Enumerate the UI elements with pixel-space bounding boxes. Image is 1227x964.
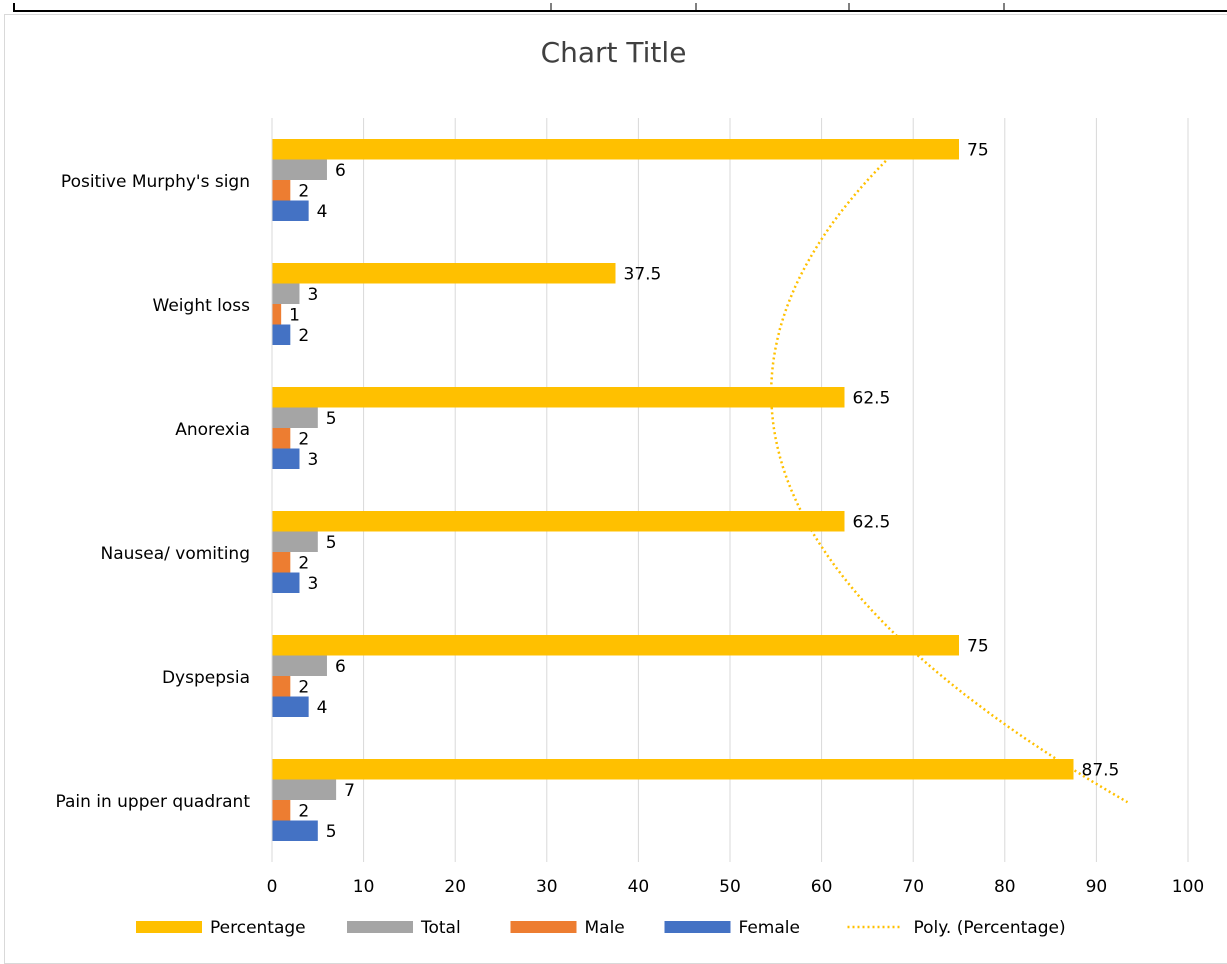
chart-title: Chart Title [540, 36, 687, 69]
trendline-poly-percentage [769, 156, 1129, 804]
x-tick-label-60: 60 [811, 877, 833, 897]
bar-female-3 [272, 572, 300, 593]
x-tick-label-30: 30 [536, 877, 558, 897]
data-label-total-5: 7 [344, 781, 355, 801]
category-label-1: Weight loss [153, 296, 251, 316]
x-tick-label-100: 100 [1172, 877, 1204, 897]
bar-percentage-2 [272, 387, 845, 408]
data-label-percentage-5: 87.5 [1082, 760, 1120, 780]
data-label-percentage-3: 62.5 [853, 512, 891, 532]
bar-percentage-5 [272, 759, 1074, 780]
x-tick-label-90: 90 [1086, 877, 1108, 897]
table-border-lines [13, 3, 1227, 12]
data-label-female-4: 4 [317, 698, 328, 718]
data-label-total-4: 6 [335, 657, 346, 677]
legend-label-percentage: Percentage [210, 918, 306, 938]
bar-female-1 [272, 324, 291, 345]
legend-label-female: Female [739, 918, 800, 938]
data-label-male-1: 1 [289, 305, 300, 325]
category-label-0: Positive Murphy's sign [61, 172, 250, 192]
data-label-percentage-1: 37.5 [624, 264, 662, 284]
bar-total-4 [272, 655, 327, 676]
bar-female-5 [272, 820, 318, 841]
category-label-5: Pain in upper quadrant [55, 792, 250, 812]
category-label-2: Anorexia [175, 420, 250, 440]
bar-total-5 [272, 779, 337, 800]
data-label-female-0: 4 [317, 202, 328, 222]
data-label-total-1: 3 [307, 285, 318, 305]
x-tick-label-80: 80 [994, 877, 1016, 897]
legend-label-male: Male [585, 918, 625, 938]
bar-male-1 [272, 304, 282, 325]
bar-male-3 [272, 552, 291, 573]
bar-female-4 [272, 696, 309, 717]
data-label-female-3: 3 [307, 574, 318, 594]
legend-swatch-percentage [136, 921, 202, 933]
data-label-female-2: 3 [307, 450, 318, 470]
bar-female-0 [272, 200, 309, 221]
bar-percentage-4 [272, 635, 959, 656]
data-label-female-5: 5 [326, 822, 337, 842]
data-label-male-0: 2 [298, 181, 309, 201]
data-label-total-3: 5 [326, 533, 337, 553]
legend-label-trendline: Poly. (Percentage) [914, 918, 1066, 938]
bar-total-3 [272, 531, 318, 552]
x-tick-label-50: 50 [719, 877, 741, 897]
data-label-percentage-2: 62.5 [853, 388, 891, 408]
bar-male-0 [272, 180, 291, 201]
bar-total-1 [272, 283, 300, 304]
x-tick-label-20: 20 [444, 877, 466, 897]
bar-percentage-3 [272, 511, 845, 532]
category-label-3: Nausea/ vomiting [101, 544, 250, 564]
x-tick-label-70: 70 [902, 877, 924, 897]
bar-percentage-1 [272, 263, 616, 284]
data-label-male-4: 2 [298, 677, 309, 697]
data-label-male-2: 2 [298, 429, 309, 449]
bar-percentage-0 [272, 139, 959, 160]
bar-male-5 [272, 800, 291, 821]
legend-swatch-total [347, 921, 413, 933]
data-label-total-0: 6 [335, 161, 346, 181]
data-label-male-5: 2 [298, 801, 309, 821]
bar-total-2 [272, 407, 318, 428]
legend-label-total: Total [420, 918, 461, 938]
table-border-strip [0, 0, 1227, 12]
x-tick-label-40: 40 [628, 877, 650, 897]
data-label-percentage-4: 75 [967, 636, 989, 656]
legend-swatch-male [510, 921, 577, 933]
bar-total-0 [272, 159, 327, 180]
data-label-percentage-0: 75 [967, 140, 989, 160]
legend-swatch-female [664, 921, 731, 933]
data-label-total-2: 5 [326, 409, 337, 429]
x-tick-label-10: 10 [353, 877, 375, 897]
x-tick-label-0: 0 [267, 877, 278, 897]
bar-female-2 [272, 448, 300, 469]
category-label-4: Dyspepsia [162, 668, 250, 688]
bar-male-4 [272, 676, 291, 697]
bar-male-2 [272, 428, 291, 449]
data-label-female-1: 2 [298, 326, 309, 346]
data-label-male-3: 2 [298, 553, 309, 573]
